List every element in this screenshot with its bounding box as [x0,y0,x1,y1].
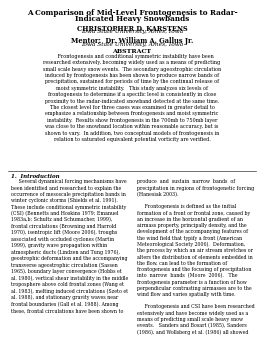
Text: produce  and  sustain  narrow  bands  of
precipitation in regions of frontogenet: produce and sustain narrow bands of prec… [137,179,255,335]
Text: Iowa State University, Ames, Iowa: Iowa State University, Ames, Iowa [81,29,183,34]
Text: Mentor:  Dr. William A. Gallus Jr.: Mentor: Dr. William A. Gallus Jr. [71,37,193,45]
Text: Iowa State University, Ames, Iowa: Iowa State University, Ames, Iowa [81,42,183,47]
Text: Several dynamical forcing mechanisms have
been identified and researched to expl: Several dynamical forcing mechanisms hav… [11,179,128,313]
Text: ABSTRACT: ABSTRACT [112,49,152,54]
Text: A Comparison of Mid-Level Frontogenesis to Radar-: A Comparison of Mid-Level Frontogenesis … [27,9,237,16]
Text: CHRISTOPHER D. KARSTENS: CHRISTOPHER D. KARSTENS [77,25,187,32]
Text: Frontogenesis and conditional symmetric instability have been
researched extensi: Frontogenesis and conditional symmetric … [43,54,221,142]
Text: 1.  Introduction: 1. Introduction [11,174,59,179]
Text: Indicated Heavy Snowbands: Indicated Heavy Snowbands [75,15,189,23]
